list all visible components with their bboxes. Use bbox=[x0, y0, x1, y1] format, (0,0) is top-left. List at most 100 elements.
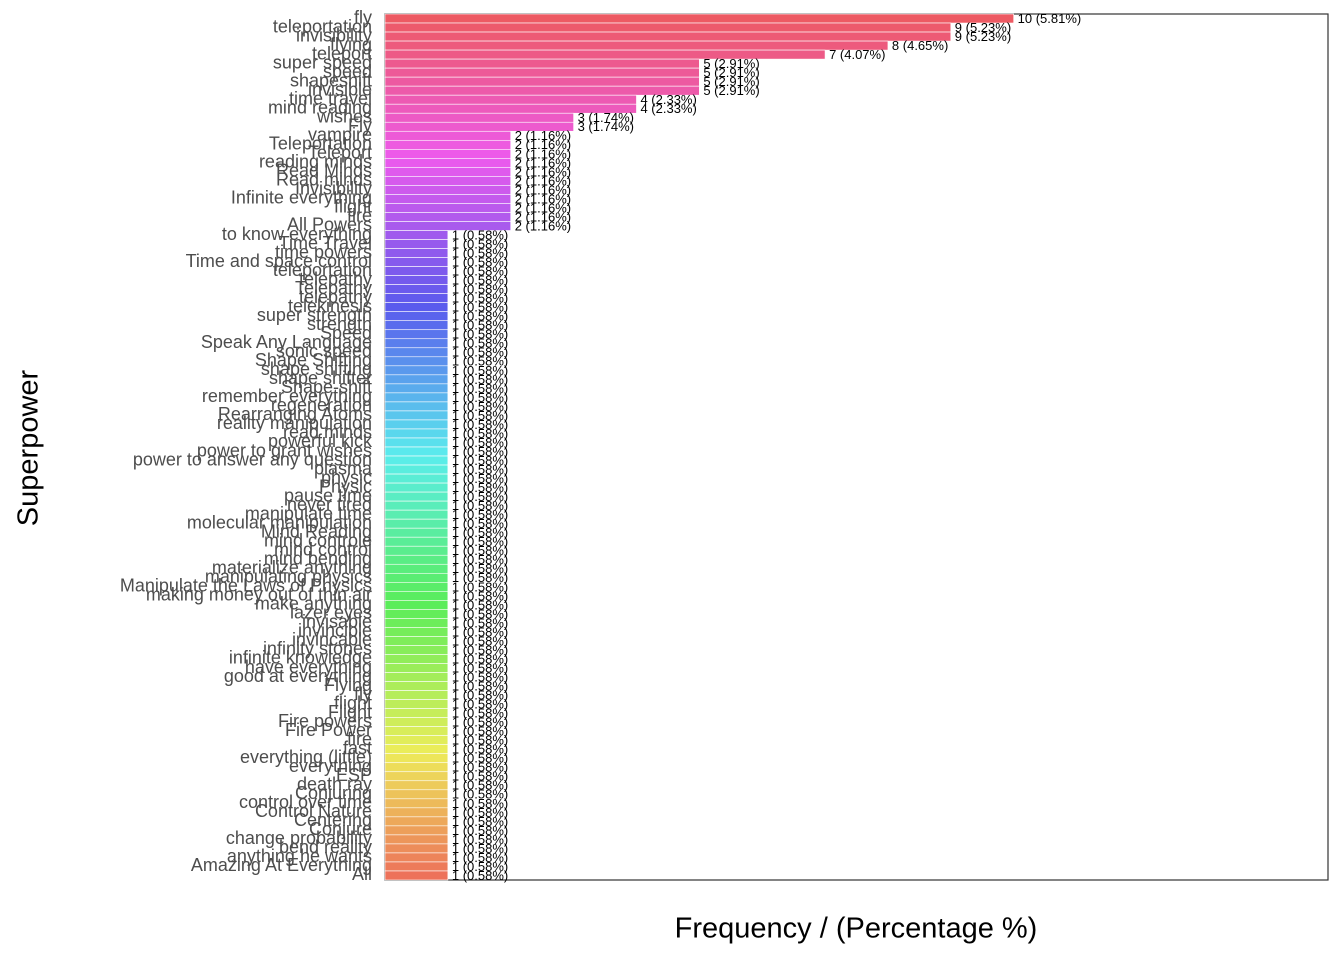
y-tick-label: Physic bbox=[319, 476, 372, 496]
bar bbox=[384, 807, 449, 818]
bar bbox=[384, 509, 449, 520]
value-label: 8 (4.65%) bbox=[892, 38, 948, 53]
y-tick-label: everything (little) bbox=[240, 747, 372, 767]
y-tick-label: ESP bbox=[336, 765, 372, 785]
y-tick-label: invincible bbox=[298, 621, 372, 641]
value-label: 1 (0.58%) bbox=[452, 291, 508, 306]
bar bbox=[384, 239, 449, 249]
y-tick-label: flying bbox=[330, 34, 372, 54]
bar bbox=[384, 401, 449, 412]
value-label: 2 (1.16%) bbox=[515, 209, 571, 224]
y-tick-label: making money out of thin air bbox=[146, 585, 372, 605]
bar bbox=[384, 329, 449, 340]
bar bbox=[384, 762, 449, 773]
bar bbox=[384, 690, 449, 700]
bar bbox=[384, 708, 449, 718]
y-tick-label: materialize anything bbox=[212, 558, 372, 578]
value-label: 7 (4.07%) bbox=[829, 47, 885, 62]
value-label: 1 (0.58%) bbox=[452, 543, 508, 558]
bar bbox=[384, 699, 449, 709]
value-label: 1 (0.58%) bbox=[452, 507, 508, 522]
bar bbox=[384, 437, 449, 448]
y-tick-label: telepathy bbox=[299, 269, 372, 289]
y-tick-label: Read Minds bbox=[276, 161, 372, 181]
bar bbox=[384, 158, 512, 168]
y-tick-label: regeneration bbox=[271, 395, 372, 415]
value-label: 2 (1.16%) bbox=[515, 218, 571, 233]
y-tick-label: death ray bbox=[297, 774, 372, 794]
bar bbox=[384, 852, 449, 863]
y-tick-label: remember everything bbox=[202, 386, 372, 406]
value-label: 2 (1.16%) bbox=[515, 173, 571, 188]
y-tick-label: manipulating physics bbox=[205, 567, 372, 587]
bar bbox=[384, 347, 449, 358]
y-tick-label: teleportation bbox=[273, 16, 372, 36]
bar bbox=[384, 455, 449, 466]
bar bbox=[384, 582, 449, 592]
y-tick-label: time travel bbox=[289, 88, 372, 108]
y-tick-label: fly bbox=[354, 7, 372, 27]
bar bbox=[384, 194, 512, 204]
y-tick-label: bend reality bbox=[279, 837, 372, 857]
bar bbox=[384, 176, 512, 186]
bar bbox=[384, 203, 512, 213]
y-tick-label: flight bbox=[334, 693, 372, 713]
value-label: 3 (1.74%) bbox=[578, 110, 634, 125]
y-tick-label: sonic speed bbox=[276, 341, 372, 361]
value-label: 1 (0.58%) bbox=[452, 471, 508, 486]
y-tick-label: shape shifter bbox=[269, 368, 372, 388]
value-label: 1 (0.58%) bbox=[452, 236, 508, 251]
y-tick-label: Telepathy bbox=[295, 278, 372, 298]
value-label: 1 (0.58%) bbox=[452, 435, 508, 450]
y-tick-label: fast bbox=[343, 738, 372, 758]
bar bbox=[384, 500, 449, 511]
y-tick-label: super strength bbox=[257, 305, 372, 325]
value-label: 1 (0.58%) bbox=[452, 859, 508, 874]
y-tick-label: Shape-shift bbox=[281, 377, 372, 397]
bar bbox=[384, 428, 449, 439]
y-tick-label: lazer eyes bbox=[290, 603, 372, 623]
value-label: 1 (0.58%) bbox=[452, 642, 508, 657]
value-label: 1 (0.58%) bbox=[452, 354, 508, 369]
value-label: 1 (0.58%) bbox=[452, 651, 508, 666]
bar bbox=[384, 717, 449, 727]
value-label: 1 (0.58%) bbox=[452, 372, 508, 387]
bar bbox=[384, 834, 449, 845]
bar bbox=[384, 392, 449, 403]
bar bbox=[384, 76, 700, 87]
bar bbox=[384, 13, 1014, 24]
bar bbox=[384, 600, 449, 610]
bar bbox=[384, 94, 637, 105]
value-label: 1 (0.58%) bbox=[452, 525, 508, 540]
bar bbox=[384, 464, 449, 475]
value-label: 1 (0.58%) bbox=[452, 336, 508, 351]
bar bbox=[384, 627, 449, 637]
y-tick-label: Time and space control bbox=[186, 251, 372, 271]
y-tick-label: shapeshift bbox=[290, 70, 372, 90]
y-tick-label: All Powers bbox=[287, 215, 372, 235]
bar bbox=[384, 645, 449, 655]
y-tick-label: invisibility bbox=[296, 25, 372, 45]
value-label: 2 (1.16%) bbox=[515, 182, 571, 197]
y-tick-label: to know everything bbox=[222, 224, 372, 244]
y-tick-label: Time Travel bbox=[279, 233, 372, 253]
bar bbox=[384, 149, 512, 159]
value-label: 2 (1.16%) bbox=[515, 128, 571, 143]
value-label: 1 (0.58%) bbox=[452, 778, 508, 793]
value-label: 5 (2.91%) bbox=[703, 83, 759, 98]
bar bbox=[384, 338, 449, 349]
bar bbox=[384, 31, 952, 42]
value-label: 1 (0.58%) bbox=[452, 444, 508, 459]
value-label: 1 (0.58%) bbox=[452, 805, 508, 820]
y-tick-label: invisible bbox=[308, 79, 372, 99]
value-label: 1 (0.58%) bbox=[452, 823, 508, 838]
y-tick-label: reality manipulation bbox=[217, 413, 372, 433]
value-label: 1 (0.58%) bbox=[452, 660, 508, 675]
value-label: 1 (0.58%) bbox=[452, 309, 508, 324]
y-tick-label: Manipulate the Laws of Physics bbox=[120, 576, 372, 596]
y-tick-label: anything he wants bbox=[227, 846, 372, 866]
bar bbox=[384, 293, 449, 303]
value-label: 1 (0.58%) bbox=[452, 715, 508, 730]
bar bbox=[384, 536, 449, 547]
y-tick-label: mind reading bbox=[268, 97, 372, 117]
